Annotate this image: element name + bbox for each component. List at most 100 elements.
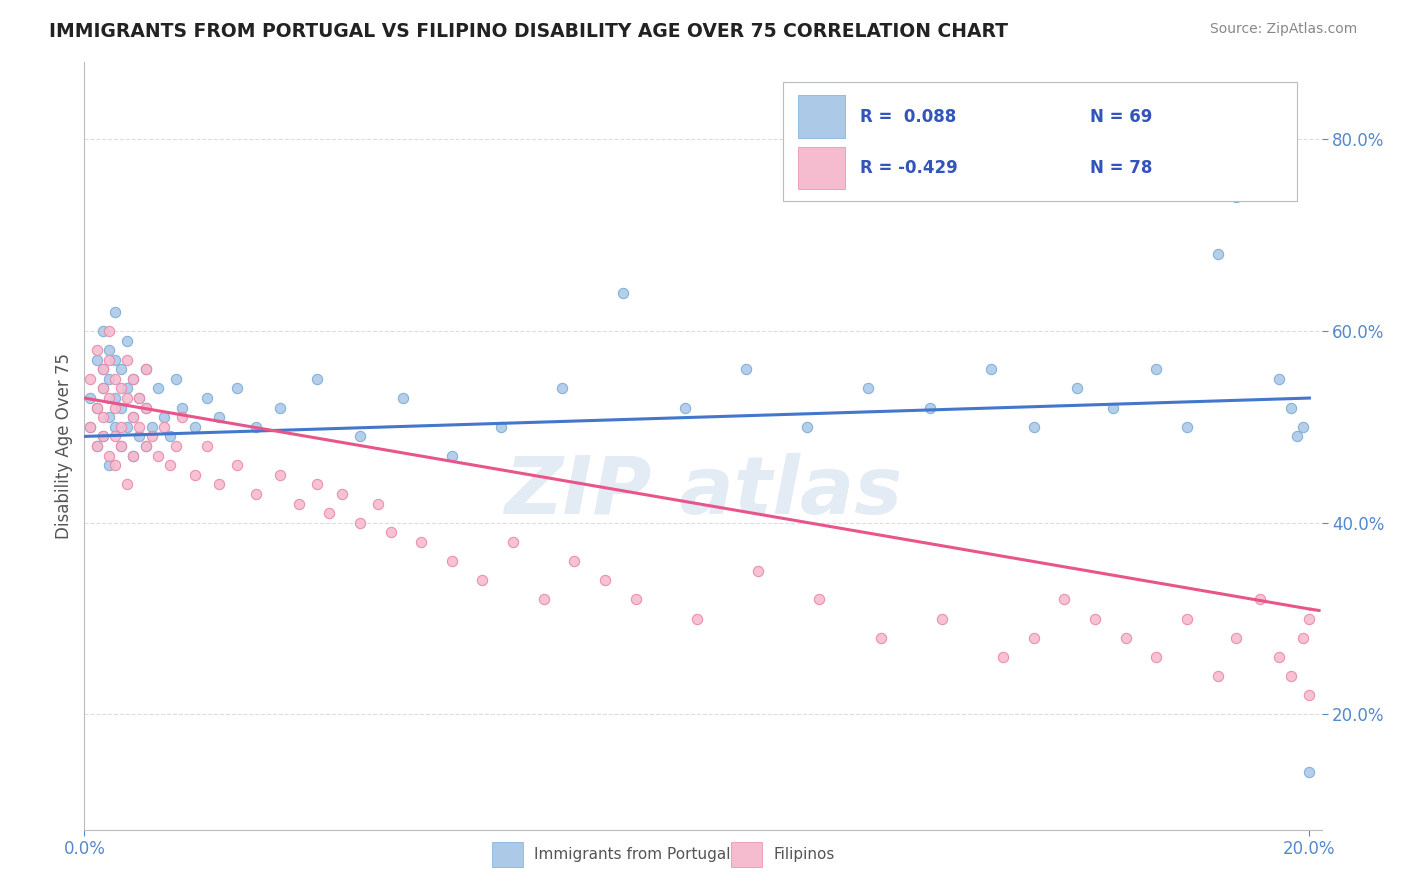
Point	[128, 391, 150, 405]
FancyBboxPatch shape	[783, 81, 1296, 201]
Point	[195, 439, 218, 453]
Point	[146, 449, 169, 463]
Point	[1292, 631, 1315, 645]
Point	[122, 410, 145, 425]
Point	[97, 391, 120, 405]
Point	[440, 554, 463, 568]
Point	[172, 401, 194, 415]
Point	[183, 420, 205, 434]
Point	[1175, 612, 1198, 626]
Point	[97, 343, 120, 358]
Point	[122, 372, 145, 386]
Y-axis label: Disability Age Over 75: Disability Age Over 75	[55, 353, 73, 539]
Point	[991, 649, 1014, 664]
Point	[153, 420, 176, 434]
Point	[980, 362, 1002, 376]
Point	[796, 420, 818, 434]
Point	[471, 573, 494, 587]
Point	[115, 382, 138, 396]
Point	[165, 439, 187, 453]
Point	[1206, 669, 1229, 683]
Text: Source: ZipAtlas.com: Source: ZipAtlas.com	[1209, 22, 1357, 37]
Point	[1279, 669, 1302, 683]
Point	[1249, 592, 1271, 607]
Point	[86, 439, 108, 453]
Point	[1022, 420, 1045, 434]
Point	[918, 401, 941, 415]
Text: R =  0.088: R = 0.088	[860, 108, 956, 126]
Text: ZIP atlas: ZIP atlas	[503, 453, 903, 531]
Point	[91, 362, 114, 376]
Point	[245, 487, 267, 501]
Point	[91, 324, 114, 338]
Point	[392, 391, 415, 405]
Point	[1102, 401, 1125, 415]
Point	[1022, 631, 1045, 645]
Point	[245, 420, 267, 434]
Point	[153, 410, 176, 425]
Point	[349, 429, 371, 443]
Point	[287, 496, 309, 510]
Point	[380, 525, 402, 540]
Point	[128, 391, 150, 405]
Text: N = 78: N = 78	[1090, 159, 1153, 177]
Point	[931, 612, 953, 626]
Point	[367, 496, 389, 510]
Point	[110, 439, 132, 453]
Point	[502, 534, 524, 549]
Point	[489, 420, 512, 434]
Text: Filipinos: Filipinos	[773, 847, 835, 862]
Point	[104, 420, 127, 434]
Point	[808, 592, 831, 607]
Point	[122, 372, 145, 386]
Point	[1144, 649, 1167, 664]
Point	[79, 391, 101, 405]
Point	[91, 362, 114, 376]
Point	[1206, 247, 1229, 261]
Point	[122, 449, 145, 463]
Point	[858, 382, 880, 396]
Point	[135, 439, 157, 453]
Point	[612, 285, 634, 300]
Point	[159, 458, 181, 473]
Point	[1298, 765, 1320, 780]
Point	[269, 401, 291, 415]
Point	[97, 449, 120, 463]
Point	[1115, 631, 1137, 645]
Point	[1279, 401, 1302, 415]
Point	[1298, 612, 1320, 626]
Point	[91, 410, 114, 425]
Point	[141, 420, 163, 434]
Point	[79, 420, 101, 434]
Point	[624, 592, 647, 607]
Point	[91, 382, 114, 396]
Point	[307, 477, 329, 491]
Point	[91, 429, 114, 443]
Point	[86, 439, 108, 453]
Text: N = 69: N = 69	[1090, 108, 1153, 126]
Text: Immigrants from Portugal: Immigrants from Portugal	[534, 847, 731, 862]
Point	[1268, 649, 1291, 664]
FancyBboxPatch shape	[799, 95, 845, 137]
Point	[1298, 689, 1320, 703]
Point	[122, 410, 145, 425]
Point	[533, 592, 555, 607]
Point	[91, 429, 114, 443]
Point	[195, 391, 218, 405]
Point	[104, 305, 127, 319]
Point	[593, 573, 616, 587]
Point	[122, 449, 145, 463]
Point	[97, 410, 120, 425]
Point	[686, 612, 709, 626]
Point	[1225, 631, 1247, 645]
Point	[135, 362, 157, 376]
Point	[97, 458, 120, 473]
Point	[115, 352, 138, 367]
Point	[128, 420, 150, 434]
Point	[1053, 592, 1076, 607]
Point	[91, 382, 114, 396]
Point	[1292, 420, 1315, 434]
Point	[165, 372, 187, 386]
Point	[135, 401, 157, 415]
Point	[551, 382, 574, 396]
